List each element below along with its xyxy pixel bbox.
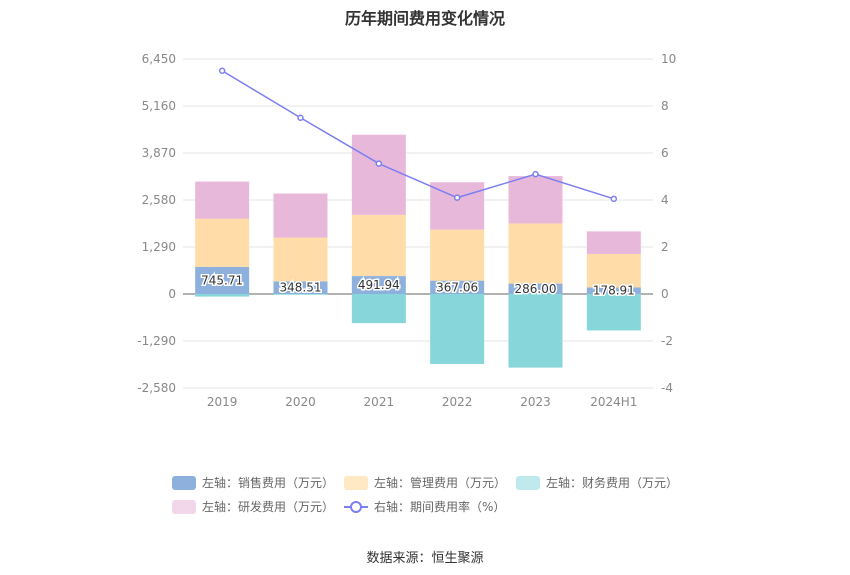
bar-finance — [508, 294, 563, 368]
bar-admin — [508, 223, 563, 284]
bar-finance — [273, 294, 328, 295]
legend-item-rd[interactable]: 左轴：研发费用（万元） — [172, 498, 334, 515]
x-axis-tick-label: 2022 — [442, 395, 473, 409]
bar-admin — [430, 229, 485, 281]
legend-item-finance[interactable]: 左轴：财务费用（万元） — [516, 474, 678, 491]
legend-swatch-rd — [172, 499, 196, 514]
bar-rd — [195, 181, 250, 219]
rate-point — [375, 160, 383, 167]
right-axis-tick-label: 10 — [661, 52, 676, 66]
left-axis-tick-label: 2,580 — [142, 193, 176, 207]
sales-data-label: 491.94 — [358, 278, 400, 292]
bar-finance — [586, 294, 641, 331]
right-axis-tick-label: -4 — [661, 381, 673, 395]
left-axis-tick-label: 3,870 — [142, 146, 176, 160]
bar-sales — [430, 280, 485, 294]
legend-label-admin: 左轴：管理费用（万元） — [374, 476, 507, 490]
right-axis-tick-label: 2 — [661, 240, 669, 254]
legend-item-rate[interactable]: 右轴：期间费用率（%） — [344, 498, 505, 515]
data-source: 数据来源：恒生聚源 — [366, 551, 484, 566]
right-axis-tick-label: 6 — [661, 146, 669, 160]
right-axis-tick-label: 8 — [661, 99, 669, 113]
bar-finance — [430, 294, 485, 364]
sales-data-label: 745.71 — [201, 273, 243, 287]
legend-swatch-finance — [516, 475, 540, 490]
bar-finance — [351, 294, 406, 324]
bar-admin — [586, 253, 641, 288]
legend-swatch-admin — [344, 475, 368, 490]
bar-sales — [195, 266, 250, 294]
bar-sales — [508, 283, 563, 294]
legend-label-rate: 右轴：期间费用率（%） — [374, 500, 506, 514]
bar-admin — [351, 214, 406, 277]
x-axis-tick-label: 2023 — [520, 395, 551, 409]
rate-point — [218, 67, 226, 74]
rate-point — [610, 195, 618, 203]
bar-admin — [195, 218, 250, 267]
left-axis-tick-label: 0 — [168, 287, 176, 301]
right-axis-tick-label: 0 — [661, 287, 669, 301]
x-axis-tick-label: 2024H1 — [590, 395, 637, 409]
bar-sales — [351, 276, 406, 294]
bar-rd — [586, 231, 641, 254]
bar-rd — [273, 193, 328, 238]
bar-admin — [273, 237, 328, 282]
left-axis-tick-label: -2,580 — [137, 381, 176, 395]
sales-data-label: 178.91 — [593, 284, 635, 298]
left-axis-tick-label: 5,160 — [142, 99, 176, 113]
rate-point — [453, 194, 461, 201]
left-axis-tick-label: -1,290 — [137, 334, 176, 348]
legend-swatch-rate — [344, 500, 368, 513]
legend-label-rd: 左轴：研发费用（万元） — [202, 500, 335, 514]
x-axis-tick-label: 2019 — [207, 395, 238, 409]
sales-data-label: 286.00 — [515, 282, 557, 296]
sales-data-label: 348.51 — [280, 281, 322, 295]
legend-label-finance: 左轴：财务费用（万元） — [546, 476, 679, 490]
bar-sales — [273, 281, 328, 294]
legend-label-sales: 左轴：销售费用（万元） — [202, 476, 335, 490]
legend-item-admin[interactable]: 左轴：管理费用（万元） — [344, 474, 506, 491]
x-axis-tick-label: 2021 — [364, 395, 395, 409]
rate-point — [532, 170, 539, 178]
bar-rd — [351, 134, 406, 215]
rate-point — [297, 114, 304, 121]
legend-swatch-sales — [172, 475, 196, 490]
right-axis-tick-label: -2 — [661, 334, 673, 348]
left-axis-tick-label: 6,450 — [142, 52, 176, 66]
legend-item-sales[interactable]: 左轴：销售费用（万元） — [172, 474, 334, 491]
bar-finance — [195, 294, 250, 297]
bar-rd — [508, 176, 563, 224]
chart-title: 历年期间费用变化情况 — [344, 9, 505, 28]
x-axis-tick-label: 2020 — [285, 395, 316, 409]
right-axis-tick-label: 4 — [661, 193, 669, 207]
bar-sales — [586, 287, 641, 294]
rate-line — [221, 70, 615, 200]
left-axis-tick-label: 1,290 — [142, 240, 176, 254]
sales-data-label: 367.06 — [436, 280, 478, 294]
